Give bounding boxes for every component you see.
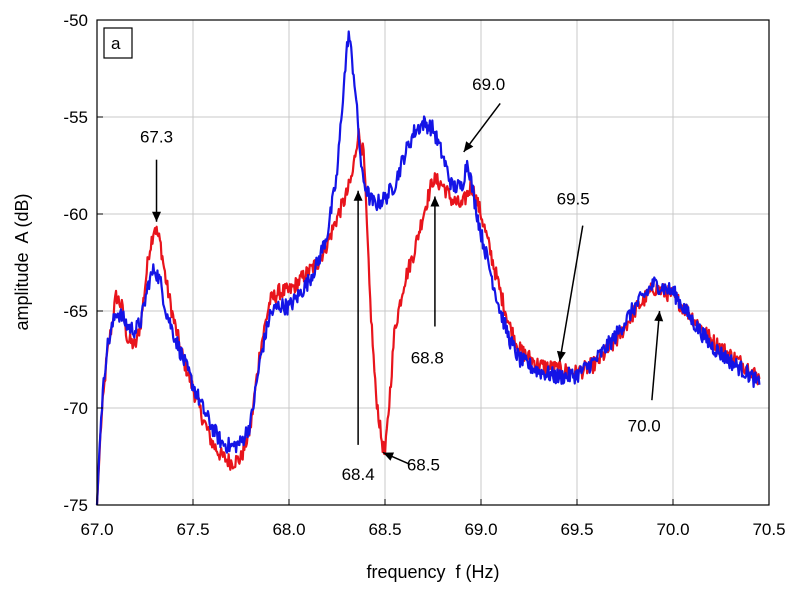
- annotation-arrowhead-5: [556, 350, 566, 362]
- x-tick-label: 67.5: [176, 520, 209, 539]
- annotation-arrow-5: [558, 225, 584, 362]
- annotation-label-1: 68.4: [342, 465, 375, 484]
- y-tick-label: -75: [63, 496, 88, 515]
- y-tick-label: -55: [63, 108, 88, 127]
- panel-tag: a: [103, 27, 133, 59]
- annotation-arrowhead-2: [383, 452, 395, 461]
- y-axis: -75 -70 -65 -60 -55 -50: [63, 11, 103, 515]
- annotation-label-6: 70.0: [628, 416, 661, 435]
- annotations: 67.3 68.4 68.5 68.8 69.0 69.5 70.0: [140, 75, 664, 484]
- annotation-arrow-6: [651, 310, 661, 401]
- annotation-label-0: 67.3: [140, 127, 173, 146]
- y-tick-label: -70: [63, 399, 88, 418]
- annotation-label-3: 68.8: [411, 349, 444, 368]
- annotation-arrowhead-6: [654, 311, 664, 322]
- series-layer: [95, 30, 761, 506]
- x-tick-label: 70.5: [752, 520, 785, 539]
- plot-frame: [96, 19, 770, 506]
- annotation-arrowhead-0: [152, 211, 162, 222]
- annotation-arrowhead-4: [463, 141, 474, 152]
- annotation-arrowhead-1: [353, 190, 363, 201]
- annotation-arrow-4: [463, 102, 501, 153]
- annotation-label-5: 69.5: [557, 189, 590, 208]
- x-axis: 67.0 67.5 68.0 68.5 69.0 69.5 70.0 70.5: [80, 499, 786, 539]
- x-axis-label: frequency f (Hz): [366, 562, 499, 582]
- annotation-label-2: 68.5: [407, 455, 440, 474]
- x-tick-label: 69.0: [464, 520, 497, 539]
- panel-tag-label: a: [111, 34, 121, 53]
- grid-lines: [96, 19, 770, 506]
- y-tick-label: -50: [63, 11, 88, 30]
- y-tick-label: -65: [63, 302, 88, 321]
- x-tick-label: 67.0: [80, 520, 113, 539]
- annotation-label-4: 69.0: [472, 75, 505, 94]
- y-axis-label: amplitude A (dB): [12, 193, 32, 330]
- x-tick-label: 69.5: [560, 520, 593, 539]
- x-tick-label: 68.5: [368, 520, 401, 539]
- series-line-1: [95, 30, 761, 506]
- annotation-arrowhead-3: [430, 196, 440, 207]
- x-tick-label: 70.0: [656, 520, 689, 539]
- panel-tag-box: [103, 27, 133, 59]
- x-tick-label: 68.0: [272, 520, 305, 539]
- y-tick-label: -60: [63, 205, 88, 224]
